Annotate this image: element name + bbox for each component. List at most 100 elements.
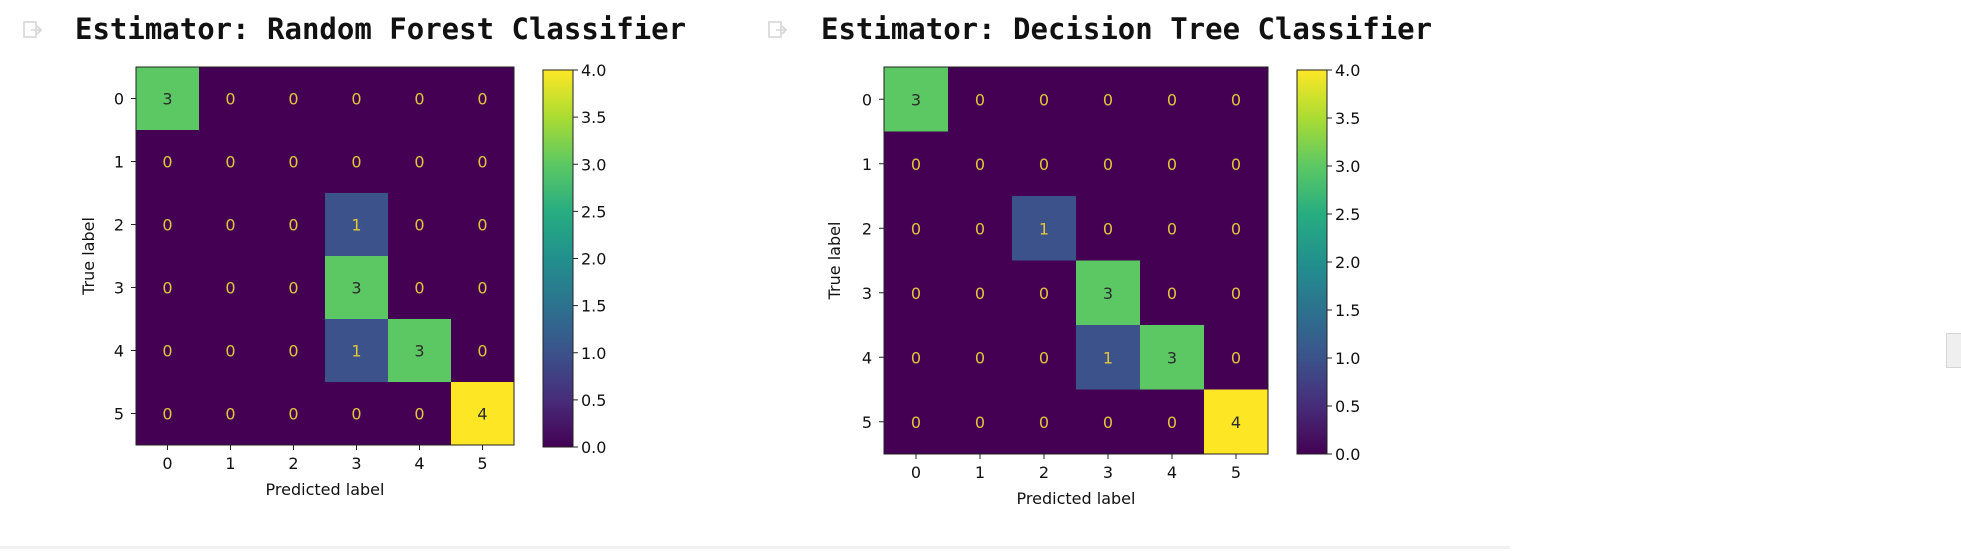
cell-value-label: 0 xyxy=(414,153,424,172)
cell-value-label: 0 xyxy=(162,216,172,235)
cell-value-label: 0 xyxy=(911,284,921,303)
x-tick-label: 5 xyxy=(477,454,487,473)
heatmap-cell xyxy=(948,196,1013,261)
cell-value-label: 0 xyxy=(288,216,298,235)
x-tick-label: 3 xyxy=(1103,463,1113,482)
y-tick-label: 5 xyxy=(114,405,124,424)
cell-value-label: 0 xyxy=(1167,90,1177,109)
cell-value-label: 0 xyxy=(975,90,985,109)
heatmap-cell xyxy=(948,67,1013,132)
heatmap-cell xyxy=(1204,67,1269,132)
colorbar-tick-label: 4.0 xyxy=(581,61,606,80)
heatmap-cell xyxy=(136,319,200,383)
colorbar-tick-label: 0.5 xyxy=(581,391,606,410)
y-tick-label: 4 xyxy=(862,348,872,367)
cell-value-label: 0 xyxy=(477,279,487,298)
cell-value-label: 0 xyxy=(1167,155,1177,174)
cell-value-label: 3 xyxy=(351,279,361,298)
heatmap-cell xyxy=(199,256,263,320)
heatmap-cell xyxy=(199,193,263,257)
colorbar-tick-label: 1.0 xyxy=(581,344,606,363)
y-tick-label: 1 xyxy=(114,153,124,172)
heatmap-cell xyxy=(451,67,515,131)
heatmap-cell xyxy=(325,193,389,257)
cell-value-label: 3 xyxy=(162,90,172,109)
cell-value-label: 0 xyxy=(975,219,985,238)
heatmap-cell xyxy=(388,193,452,257)
heatmap-cell xyxy=(1204,131,1269,197)
cell-value-label: 0 xyxy=(477,153,487,172)
cell-value-label: 0 xyxy=(975,155,985,174)
heatmap-cell xyxy=(1012,260,1077,326)
colorbar-tick-label: 3.5 xyxy=(1335,109,1360,128)
cell-value-label: 0 xyxy=(414,216,424,235)
x-axis-label: Predicted label xyxy=(266,480,385,499)
heatmap-cell xyxy=(948,131,1013,197)
cell-value-label: 0 xyxy=(1039,155,1049,174)
cell-value-label: 0 xyxy=(351,405,361,424)
heatmap-cell xyxy=(451,130,515,194)
x-tick-label: 5 xyxy=(1231,463,1241,482)
heatmap-cell xyxy=(136,256,200,320)
cell-value-label: 0 xyxy=(1231,348,1241,367)
cell-value-label: 0 xyxy=(1103,90,1113,109)
cell-value-label: 0 xyxy=(1231,155,1241,174)
colorbar-tick-label: 2.0 xyxy=(1335,253,1360,272)
scroll-handle[interactable] xyxy=(1946,333,1961,368)
cell-value-label: 0 xyxy=(1103,155,1113,174)
y-tick-label: 1 xyxy=(862,155,872,174)
heatmap-cell xyxy=(884,260,949,326)
cell-value-label: 0 xyxy=(225,153,235,172)
heatmap-cell xyxy=(1076,131,1141,197)
confusion-matrix-chart: 3 0 0 0 0 0 0 0 0 0 0 0 0 0 1 0 0 0 0 0 0 3 0 0 0 0 0 1 3 0 0 0 0 0 0 4 0 1 2 3… xyxy=(825,61,1360,508)
heatmap-cell xyxy=(262,193,326,257)
y-tick-label: 0 xyxy=(862,90,872,109)
colorbar-tick-label: 4.0 xyxy=(1335,61,1360,80)
cell-value-label: 0 xyxy=(1231,90,1241,109)
heatmap-cell xyxy=(325,130,389,194)
heatmap-cell xyxy=(884,196,949,261)
cell-value-label: 0 xyxy=(288,279,298,298)
heatmap-cell xyxy=(199,130,263,194)
x-tick-label: 4 xyxy=(414,454,424,473)
heatmap-cell xyxy=(451,319,515,383)
cell-value-label: 0 xyxy=(1103,413,1113,432)
heatmap-cell xyxy=(948,389,1013,455)
cell-value-label: 0 xyxy=(162,279,172,298)
heatmap-cell xyxy=(1076,196,1141,261)
heatmap-cell xyxy=(136,382,200,446)
cell-value-label: 1 xyxy=(351,342,361,361)
y-tick-label: 0 xyxy=(114,90,124,109)
heatmap-cell xyxy=(1140,325,1205,390)
heatmap-cell xyxy=(325,382,389,446)
heatmap-cell xyxy=(199,319,263,383)
cell-value-label: 0 xyxy=(1231,219,1241,238)
heatmap-cell xyxy=(1204,196,1269,261)
y-tick-label: 5 xyxy=(862,413,872,432)
x-tick-label: 1 xyxy=(225,454,235,473)
x-tick-label: 2 xyxy=(288,454,298,473)
heatmap-cell xyxy=(1012,67,1077,132)
heatmap-cell xyxy=(1076,389,1141,455)
heatmap-cell xyxy=(1204,389,1269,455)
cell-value-label: 0 xyxy=(414,405,424,424)
heatmap-cell xyxy=(388,130,452,194)
y-tick-label: 3 xyxy=(114,279,124,298)
heatmap-cell xyxy=(1140,67,1205,132)
heatmap-cell xyxy=(1140,389,1205,455)
colorbar-tick-label: 0.5 xyxy=(1335,397,1360,416)
estimator-title: Estimator: Random Forest Classifier xyxy=(75,12,687,46)
divider xyxy=(0,546,1510,549)
cell-value-label: 0 xyxy=(975,413,985,432)
heatmap-cell xyxy=(1140,260,1205,326)
x-tick-label: 4 xyxy=(1167,463,1177,482)
heatmap-cell xyxy=(199,67,263,131)
heatmap-cell xyxy=(262,382,326,446)
cell-value-label: 3 xyxy=(1167,348,1177,367)
heatmap-cell xyxy=(1076,67,1141,132)
estimator-title: Estimator: Decision Tree Classifier xyxy=(821,12,1433,46)
heatmap-cell xyxy=(325,67,389,131)
cell-value-label: 0 xyxy=(414,279,424,298)
cell-value-label: 3 xyxy=(1103,284,1113,303)
heatmap-cell xyxy=(388,256,452,320)
